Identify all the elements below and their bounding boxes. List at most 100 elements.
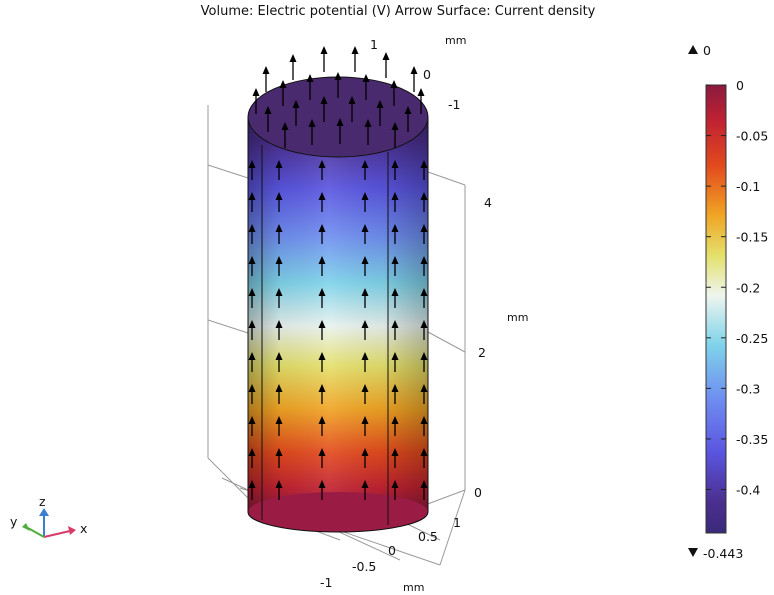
current-density-arrow — [264, 106, 272, 132]
current-density-arrow — [382, 52, 390, 78]
axis-orientation-triad: z x y — [10, 494, 87, 538]
current-density-arrow — [275, 288, 283, 308]
current-density-arrow — [281, 122, 289, 148]
colorbar-min-label: -0.443 — [703, 546, 743, 561]
current-density-arrow — [318, 480, 326, 500]
colorbar-tick-label: -0.25 — [736, 331, 768, 346]
current-density-arrow — [361, 480, 369, 500]
current-density-arrow — [334, 72, 342, 98]
current-density-arrow — [420, 416, 428, 436]
current-density-arrow — [391, 448, 399, 468]
current-density-arrow — [348, 96, 356, 122]
x-axis-tick-label: 1 — [453, 515, 461, 530]
y-axis-tick-label: 1 — [370, 37, 378, 52]
current-density-arrow — [361, 416, 369, 436]
z-axis-unit: mm — [507, 311, 528, 324]
current-density-arrow — [279, 80, 287, 106]
current-density-arrow — [420, 384, 428, 404]
x-axis-tick-label: 0 — [388, 543, 396, 558]
current-density-arrow — [318, 224, 326, 244]
triad-y-label: y — [10, 514, 18, 529]
x-axis-unit: mm — [403, 581, 424, 594]
z-axis-tick-label: 2 — [478, 345, 486, 360]
current-density-arrow — [275, 160, 283, 180]
current-density-arrow — [248, 480, 256, 500]
current-density-arrow — [318, 352, 326, 372]
current-density-arrow — [248, 224, 256, 244]
current-density-arrow — [320, 46, 328, 72]
current-density-arrow — [248, 320, 256, 340]
colorbar-tick-label: -0.3 — [736, 381, 760, 396]
current-density-arrow — [420, 448, 428, 468]
colorbar-tick-label: -0.1 — [736, 179, 760, 194]
x-axis-tick-label: -1 — [320, 575, 332, 590]
z-axis-tick-label: 4 — [484, 195, 492, 210]
current-density-arrow — [391, 256, 399, 276]
current-density-arrow — [320, 96, 328, 122]
colorbar-tick-label: 0 — [736, 78, 744, 93]
max-marker-icon — [688, 45, 698, 54]
current-density-arrow — [420, 480, 428, 500]
current-density-arrow — [361, 448, 369, 468]
current-density-arrow — [420, 224, 428, 244]
current-density-arrow — [289, 54, 297, 80]
current-density-arrow — [275, 320, 283, 340]
current-density-arrow — [417, 88, 425, 114]
current-density-arrow — [248, 384, 256, 404]
current-density-arrow — [420, 192, 428, 212]
current-density-arrow — [248, 448, 256, 468]
colorbar-tick-label: -0.15 — [736, 230, 768, 245]
current-density-arrow — [361, 384, 369, 404]
current-density-arrow — [248, 160, 256, 180]
current-density-arrow — [420, 320, 428, 340]
x-axis-tick-label: 0.5 — [418, 529, 438, 544]
cylinder-volume — [247, 76, 429, 533]
current-density-arrow — [391, 320, 399, 340]
current-density-arrow — [361, 320, 369, 340]
colorbar-tick-label: -0.05 — [736, 129, 768, 144]
colorbar-tick-label: -0.2 — [736, 280, 760, 295]
z-axis-tick-label: 0 — [474, 485, 482, 500]
current-density-arrow — [252, 88, 260, 114]
current-density-arrow — [248, 192, 256, 212]
current-density-arrow — [420, 160, 428, 180]
current-density-arrow — [361, 352, 369, 372]
current-density-arrow — [275, 256, 283, 276]
current-density-arrow — [275, 416, 283, 436]
current-density-arrow — [248, 416, 256, 436]
current-density-arrow — [391, 192, 399, 212]
current-density-arrow — [318, 160, 326, 180]
current-density-arrow — [420, 288, 428, 308]
current-density-arrow — [318, 192, 326, 212]
current-density-arrow — [410, 66, 418, 92]
triad-x-label: x — [80, 521, 87, 536]
current-density-arrow — [306, 74, 314, 100]
current-density-arrow — [361, 160, 369, 180]
current-density-arrow — [275, 480, 283, 500]
current-density-arrow — [391, 480, 399, 500]
x-axis-tick-label: -0.5 — [352, 559, 376, 574]
current-density-arrow — [361, 192, 369, 212]
y-axis-tick-label: -1 — [448, 97, 460, 112]
colorbar-max-label: 0 — [703, 43, 711, 58]
current-density-arrow — [420, 256, 428, 276]
current-density-arrow — [390, 80, 398, 106]
current-density-arrow — [318, 256, 326, 276]
chart-title: Volume: Electric potential (V) Arrow Sur… — [200, 4, 596, 19]
current-density-arrow — [318, 448, 326, 468]
current-density-arrow — [292, 100, 300, 126]
current-density-arrow — [275, 224, 283, 244]
current-density-arrow — [362, 74, 370, 100]
current-density-arrow — [361, 256, 369, 276]
current-density-arrow — [391, 416, 399, 436]
current-density-arrow — [318, 288, 326, 308]
current-density-arrow — [318, 320, 326, 340]
current-density-arrow — [364, 119, 372, 145]
current-density-arrow — [248, 288, 256, 308]
current-density-arrow — [275, 352, 283, 372]
colorbar: 0-0.05-0.1-0.15-0.2-0.25-0.3-0.35-0.4 0 … — [688, 43, 768, 561]
current-density-arrow — [376, 100, 384, 126]
current-density-arrow — [248, 352, 256, 372]
current-density-arrow — [308, 119, 316, 145]
